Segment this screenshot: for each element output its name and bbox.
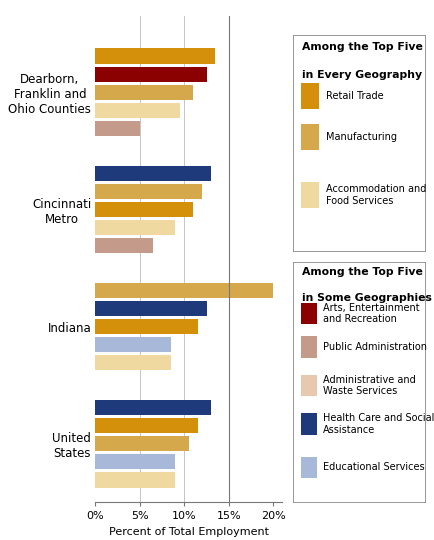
Text: in Every Geography: in Every Geography [302, 70, 422, 80]
Text: Health Care and Social
Assistance: Health Care and Social Assistance [323, 413, 434, 435]
Bar [95, 301, 207, 316]
X-axis label: Percent of Total Employment: Percent of Total Employment [109, 527, 269, 537]
Text: Among the Top Five: Among the Top Five [302, 42, 423, 52]
Text: Educational Services: Educational Services [323, 462, 425, 472]
Bar [95, 85, 193, 100]
Bar [95, 220, 175, 235]
Bar [95, 49, 215, 64]
Bar [95, 103, 180, 118]
Text: Among the Top Five: Among the Top Five [302, 267, 423, 276]
Text: Public Administration: Public Administration [323, 342, 427, 352]
Bar [301, 375, 317, 396]
Bar [95, 319, 197, 334]
Bar [95, 337, 171, 352]
Bar [95, 238, 153, 253]
Bar [95, 166, 211, 181]
Bar [95, 121, 140, 136]
Bar [95, 436, 189, 451]
Bar [95, 184, 202, 199]
Bar [301, 456, 317, 478]
Bar [95, 472, 175, 488]
Bar [95, 202, 193, 217]
Bar [301, 124, 319, 150]
Text: Administrative and
Waste Services: Administrative and Waste Services [323, 375, 416, 396]
Bar [301, 83, 319, 109]
Bar [95, 400, 211, 415]
Bar [301, 336, 317, 358]
Bar [95, 418, 197, 433]
Text: in Some Geographies: in Some Geographies [302, 293, 432, 303]
Text: Retail Trade: Retail Trade [326, 91, 384, 100]
Bar [95, 454, 175, 469]
Bar [95, 282, 273, 298]
Text: Arts, Entertainment
and Recreation: Arts, Entertainment and Recreation [323, 303, 420, 325]
Text: Accommodation and
Food Services: Accommodation and Food Services [326, 184, 427, 206]
Bar [301, 303, 317, 325]
Bar [301, 413, 317, 435]
Bar [301, 182, 319, 208]
Bar [95, 355, 171, 370]
Text: Manufacturing: Manufacturing [326, 132, 397, 141]
Bar [95, 66, 207, 82]
